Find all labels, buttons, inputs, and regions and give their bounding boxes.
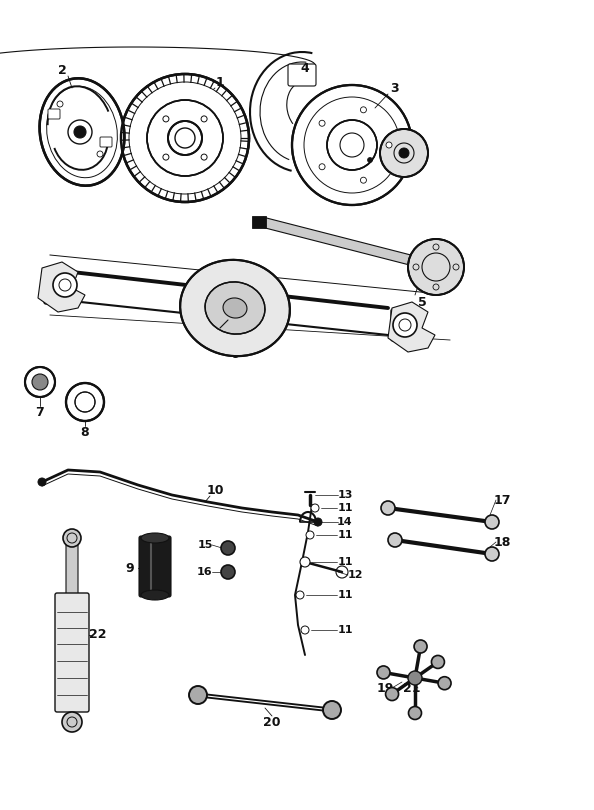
Text: 14: 14: [337, 517, 353, 527]
Circle shape: [163, 154, 169, 160]
Circle shape: [74, 126, 86, 138]
Circle shape: [68, 120, 92, 144]
Text: 10: 10: [206, 484, 224, 497]
Circle shape: [327, 120, 377, 170]
Ellipse shape: [40, 79, 124, 185]
Circle shape: [63, 529, 81, 547]
FancyBboxPatch shape: [288, 64, 316, 86]
Polygon shape: [388, 302, 435, 352]
FancyBboxPatch shape: [391, 309, 417, 341]
Circle shape: [300, 557, 310, 567]
Circle shape: [381, 501, 395, 515]
Circle shape: [386, 142, 392, 148]
Ellipse shape: [223, 298, 247, 318]
Circle shape: [292, 85, 412, 205]
Text: 7: 7: [36, 406, 45, 419]
Text: 11: 11: [337, 557, 353, 567]
Text: 16: 16: [197, 567, 213, 577]
Circle shape: [147, 100, 223, 176]
Circle shape: [361, 107, 366, 113]
Circle shape: [361, 177, 366, 183]
Circle shape: [201, 154, 207, 160]
Text: 17: 17: [493, 493, 511, 506]
Circle shape: [386, 688, 399, 701]
Circle shape: [301, 626, 309, 634]
Circle shape: [408, 239, 464, 295]
FancyBboxPatch shape: [44, 272, 70, 304]
Ellipse shape: [141, 590, 169, 600]
Circle shape: [408, 671, 422, 685]
Circle shape: [388, 533, 402, 547]
Circle shape: [221, 565, 235, 579]
Circle shape: [414, 640, 427, 653]
FancyBboxPatch shape: [48, 109, 60, 119]
Text: 1: 1: [216, 75, 225, 88]
Text: 13: 13: [337, 490, 353, 500]
Circle shape: [319, 164, 325, 170]
Text: 12: 12: [347, 570, 363, 580]
Text: 2: 2: [58, 63, 67, 76]
Circle shape: [129, 82, 241, 194]
Circle shape: [32, 374, 48, 390]
Text: 11: 11: [337, 503, 353, 513]
Text: 5: 5: [418, 296, 426, 309]
Circle shape: [25, 367, 55, 397]
Circle shape: [399, 148, 409, 158]
Circle shape: [62, 712, 82, 732]
Text: 19: 19: [377, 681, 394, 694]
Ellipse shape: [205, 282, 265, 334]
Text: 11: 11: [337, 590, 353, 600]
Ellipse shape: [141, 533, 169, 543]
Text: 22: 22: [89, 629, 107, 642]
Circle shape: [431, 655, 444, 668]
Circle shape: [485, 547, 499, 561]
Circle shape: [296, 591, 304, 599]
Bar: [252, 216, 266, 228]
Circle shape: [168, 121, 202, 155]
FancyBboxPatch shape: [66, 542, 78, 599]
Circle shape: [189, 686, 207, 704]
Circle shape: [53, 273, 77, 297]
Circle shape: [319, 120, 325, 126]
Text: 8: 8: [81, 425, 89, 438]
Circle shape: [66, 383, 104, 421]
Polygon shape: [261, 217, 419, 266]
FancyBboxPatch shape: [100, 137, 112, 147]
Text: 21: 21: [403, 681, 421, 694]
Ellipse shape: [180, 260, 290, 356]
Circle shape: [306, 531, 314, 539]
Circle shape: [393, 313, 417, 337]
Text: 15: 15: [197, 540, 213, 550]
Circle shape: [301, 558, 309, 566]
Circle shape: [314, 518, 322, 526]
FancyBboxPatch shape: [139, 536, 171, 597]
Text: 20: 20: [263, 715, 281, 728]
Circle shape: [75, 392, 95, 412]
Circle shape: [201, 116, 207, 122]
Circle shape: [438, 676, 451, 689]
Text: 4: 4: [301, 62, 309, 75]
Polygon shape: [38, 262, 85, 312]
Text: 11: 11: [337, 530, 353, 540]
FancyBboxPatch shape: [55, 593, 89, 712]
Circle shape: [121, 74, 249, 202]
Text: 6: 6: [230, 348, 239, 361]
Circle shape: [163, 116, 169, 122]
Text: 3: 3: [391, 82, 399, 95]
Circle shape: [311, 504, 319, 512]
Circle shape: [380, 129, 428, 177]
Text: 18: 18: [493, 535, 511, 548]
Circle shape: [323, 701, 341, 719]
Circle shape: [485, 515, 499, 529]
Circle shape: [38, 478, 46, 486]
Circle shape: [409, 706, 422, 719]
Circle shape: [221, 541, 235, 555]
Text: 11: 11: [337, 625, 353, 635]
Text: 9: 9: [126, 561, 134, 574]
Circle shape: [368, 157, 372, 163]
Circle shape: [377, 666, 390, 679]
